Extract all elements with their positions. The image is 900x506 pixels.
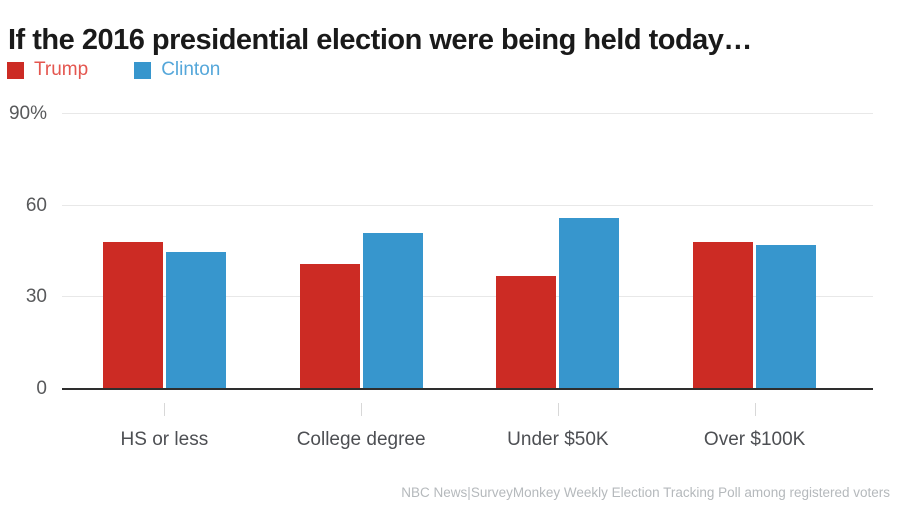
trump-color-swatch bbox=[7, 61, 24, 79]
bar-trump-over-100k bbox=[693, 242, 754, 389]
plot-bands: HS or less College degree Under $50K Over $… bbox=[66, 114, 853, 450]
clinton-color-swatch bbox=[134, 61, 152, 79]
y-axis-label-90: 90% bbox=[8, 103, 47, 124]
bar-pair-under-50k bbox=[496, 114, 620, 389]
chart-title: If the 2016 presidential election were b… bbox=[8, 24, 752, 57]
legend-item-clinton: Clinton bbox=[134, 59, 220, 81]
bar-clinton-college-degree bbox=[362, 233, 423, 389]
y-axis-label-30: 30 bbox=[25, 286, 47, 308]
gridline-30 bbox=[62, 296, 873, 298]
x-axis-label-under-50k: Under $50K bbox=[507, 429, 609, 450]
category-group-under-50k: Under $50K bbox=[460, 114, 657, 450]
x-tick-mark-under-50k bbox=[557, 403, 559, 416]
plot-area: HS or less College degree Under $50K Over $… bbox=[9, 103, 873, 450]
legend: Trump Clinton bbox=[7, 59, 220, 81]
bar-trump-college-degree bbox=[299, 263, 360, 389]
bar-trump-under-50k bbox=[496, 275, 557, 389]
bar-pair-over-100k bbox=[693, 114, 817, 389]
bar-pair-hs-or-less bbox=[102, 114, 226, 389]
x-tick-mark-college-degree bbox=[361, 403, 363, 416]
legend-label-trump: Trump bbox=[34, 59, 89, 80]
bar-trump-hs-or-less bbox=[102, 242, 163, 389]
y-axis-label-60: 60 bbox=[25, 194, 47, 216]
x-axis-label-hs-or-less: HS or less bbox=[120, 429, 209, 450]
legend-label-clinton: Clinton bbox=[161, 59, 221, 80]
x-tick-mark-hs-or-less bbox=[164, 403, 166, 416]
bar-clinton-over-100k bbox=[756, 245, 817, 389]
legend-item-trump: Trump bbox=[7, 59, 88, 81]
bar-clinton-under-50k bbox=[559, 217, 620, 389]
gridline-60 bbox=[62, 204, 873, 206]
category-group-hs-or-less: HS or less bbox=[66, 114, 263, 450]
x-axis-label-over-100k: Over $100K bbox=[703, 429, 806, 450]
category-group-college-degree: College degree bbox=[263, 114, 460, 450]
x-axis-baseline bbox=[62, 388, 873, 390]
gridline-90 bbox=[62, 113, 873, 114]
bar-clinton-hs-or-less bbox=[165, 251, 226, 389]
category-group-over-100k: Over $100K bbox=[656, 114, 853, 450]
bar-pair-college-degree bbox=[299, 114, 423, 389]
x-tick-mark-over-100k bbox=[754, 403, 756, 416]
x-axis-label-college-degree: College degree bbox=[296, 429, 426, 450]
source-attribution: NBC News|SurveyMonkey Weekly Election Tr… bbox=[401, 485, 890, 500]
y-axis-label-0: 0 bbox=[36, 378, 47, 399]
